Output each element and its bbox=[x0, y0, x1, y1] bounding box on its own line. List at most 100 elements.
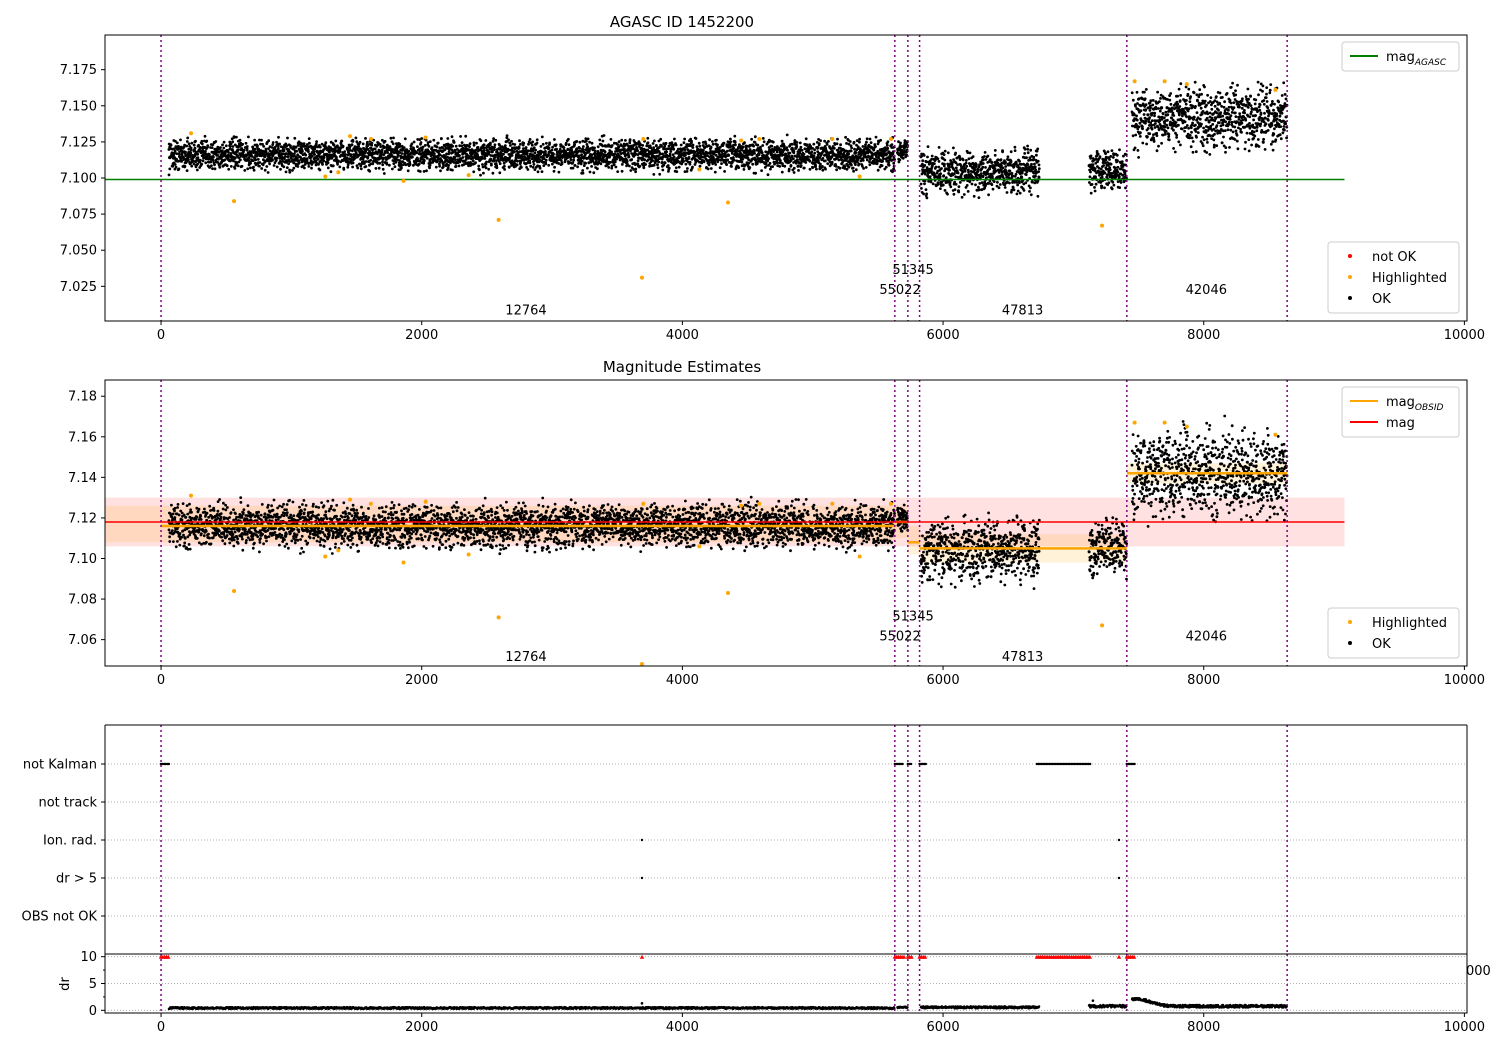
ok-point bbox=[233, 167, 237, 170]
ok-point bbox=[682, 159, 685, 163]
ok-point bbox=[1148, 109, 1152, 112]
ok-point bbox=[984, 158, 988, 161]
ok-point bbox=[560, 162, 564, 166]
ok-point bbox=[581, 139, 585, 143]
ok-point bbox=[987, 172, 990, 176]
ok-point bbox=[623, 144, 627, 148]
ok-point bbox=[990, 161, 994, 165]
ok-point bbox=[844, 135, 847, 139]
ok-point bbox=[891, 152, 895, 156]
ok-point bbox=[247, 159, 251, 162]
ok-point bbox=[212, 155, 215, 159]
ok-point bbox=[303, 162, 307, 166]
ok-point bbox=[398, 142, 402, 146]
ok-point bbox=[313, 147, 317, 151]
ok-point bbox=[411, 155, 414, 159]
ok-point bbox=[482, 146, 486, 150]
ok-point bbox=[504, 155, 507, 159]
ok-point bbox=[1103, 186, 1106, 190]
ok-point bbox=[957, 190, 961, 194]
ok-point bbox=[1023, 147, 1027, 151]
ok-point bbox=[241, 142, 245, 146]
ok-point bbox=[632, 143, 636, 147]
ok-point bbox=[1110, 149, 1114, 153]
ok-point bbox=[937, 160, 941, 163]
ok-point bbox=[804, 161, 808, 164]
ok-point bbox=[400, 166, 403, 170]
ok-point bbox=[610, 166, 614, 170]
ok-point bbox=[1099, 167, 1103, 171]
ok-point bbox=[292, 161, 296, 165]
ok-point bbox=[660, 157, 664, 161]
ok-point bbox=[954, 166, 958, 170]
ok-point bbox=[194, 139, 197, 143]
ok-point bbox=[346, 148, 350, 152]
ok-point bbox=[1008, 169, 1012, 173]
ok-point bbox=[221, 143, 224, 147]
ok-point bbox=[267, 147, 270, 151]
ok-point bbox=[620, 163, 624, 166]
ok-point bbox=[483, 157, 487, 160]
ok-point bbox=[660, 145, 664, 148]
ok-point bbox=[741, 145, 745, 149]
ok-point bbox=[1104, 158, 1108, 162]
ok-point bbox=[564, 141, 568, 145]
ok-point bbox=[771, 165, 774, 169]
ok-point bbox=[242, 148, 246, 152]
ok-point bbox=[711, 142, 715, 146]
ok-point bbox=[580, 159, 584, 163]
ok-point bbox=[1001, 150, 1004, 154]
ok-point bbox=[541, 150, 545, 154]
ok-point bbox=[665, 150, 668, 154]
ok-point bbox=[802, 166, 806, 170]
ok-point bbox=[517, 154, 521, 157]
ok-point bbox=[490, 163, 493, 167]
ok-point bbox=[425, 169, 428, 173]
ok-point bbox=[293, 136, 297, 140]
ok-point bbox=[998, 183, 1002, 186]
ok-point bbox=[775, 161, 779, 165]
ok-point bbox=[428, 166, 431, 170]
ok-point bbox=[1031, 180, 1034, 184]
ok-point bbox=[552, 152, 555, 156]
ok-point bbox=[987, 193, 990, 197]
ok-point bbox=[502, 152, 505, 156]
ok-point bbox=[990, 183, 994, 187]
ok-point bbox=[272, 164, 276, 167]
ok-point bbox=[551, 162, 554, 166]
ok-point bbox=[427, 145, 431, 148]
ok-point bbox=[527, 149, 531, 153]
ok-point bbox=[538, 158, 541, 161]
ok-point bbox=[177, 152, 181, 156]
ok-point bbox=[832, 146, 836, 150]
ok-point bbox=[753, 135, 757, 139]
ok-point bbox=[329, 146, 333, 150]
ok-point bbox=[980, 181, 984, 185]
ok-point bbox=[370, 141, 374, 145]
ok-point bbox=[717, 158, 720, 162]
ok-point bbox=[461, 156, 465, 159]
ok-point bbox=[984, 166, 987, 169]
ok-point bbox=[933, 162, 936, 166]
ok-point bbox=[533, 151, 537, 155]
ok-point bbox=[1009, 159, 1013, 163]
ok-point bbox=[519, 142, 522, 146]
ok-point bbox=[1117, 175, 1121, 179]
ok-point bbox=[1148, 132, 1152, 136]
ok-point bbox=[275, 156, 279, 160]
ok-point bbox=[364, 165, 368, 168]
ok-point bbox=[686, 167, 689, 170]
ok-point bbox=[1135, 114, 1138, 118]
ok-point bbox=[187, 147, 191, 151]
ok-point bbox=[1023, 152, 1027, 155]
ok-point bbox=[651, 148, 654, 152]
ok-point bbox=[557, 170, 561, 174]
ok-point bbox=[733, 134, 737, 138]
ok-point bbox=[329, 170, 333, 174]
ok-point bbox=[571, 166, 575, 170]
ok-point bbox=[245, 147, 249, 151]
ok-point bbox=[620, 169, 624, 173]
ok-point bbox=[881, 159, 884, 163]
ok-point bbox=[481, 157, 485, 160]
ok-point bbox=[684, 151, 688, 155]
